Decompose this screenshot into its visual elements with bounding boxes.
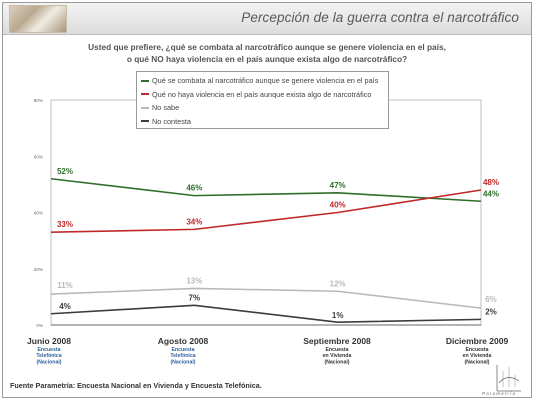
x-sublabel: en Vivienda [463, 353, 492, 359]
parametria-logo-icon [496, 365, 521, 392]
series-lines [50, 177, 482, 323]
source-footnote: Fuente Parametría: Encuesta Nacional en … [10, 381, 262, 390]
legend-swatch-no-sabe [141, 106, 149, 109]
x-axis-labels: Junio 2008EncuestaTelefónica(Nacional)Ag… [27, 336, 508, 365]
series-line-1 [50, 189, 482, 233]
survey-question-line-1: Usted que prefiere, ¿qué se combata al n… [88, 42, 446, 52]
y-tick-label: 20% [34, 267, 43, 272]
data-label: 4% [59, 302, 71, 311]
x-tick-label: Diciembre 2009 [446, 336, 509, 346]
parametria-logo-text: Parametría [482, 391, 517, 396]
y-axis-ticks: 0% 20% 40% 60% 80% [34, 98, 43, 328]
data-label: 2% [485, 307, 497, 316]
data-label: 48% [483, 178, 499, 187]
legend-item-combat: Qué se combata al narcotráfico aunque se… [141, 74, 388, 88]
legend-item-no-contesta: No contesta [141, 115, 388, 129]
legend-label-no-violence: Qué no haya violencia en el país aunque … [152, 89, 372, 99]
legend-item-no-violence: Qué no haya violencia en el país aunque … [141, 88, 388, 102]
legend-swatch-no-violence [141, 93, 149, 96]
line-chart: 0% 20% 40% 60% 80% 52% 46% 47% 44% 33% 34% 40% 48% 1… [27, 98, 508, 365]
legend-label-combat: Qué se combata al narcotráfico aunque se… [152, 76, 379, 86]
x-sublabel: (Nacional) [464, 359, 489, 365]
header-photo-logo [9, 5, 67, 33]
x-sublabel: Telefónica [170, 353, 195, 359]
x-sublabel: (Nacional) [324, 359, 349, 365]
data-label: 47% [330, 181, 346, 190]
data-labels: 52% 46% 47% 44% 33% 34% 40% 48% 11% 13% 12% 6% 4% 7% 1… [57, 167, 499, 320]
data-label: 11% [57, 281, 73, 290]
y-tick-label: 60% [34, 154, 43, 159]
page-title: Percepción de la guerra contra el narcot… [241, 10, 519, 25]
y-tick-label: 40% [34, 211, 43, 216]
y-tick-label: 0% [36, 323, 43, 328]
data-label: 40% [330, 201, 346, 210]
x-tick-label: Septiembre 2008 [303, 336, 371, 346]
x-sublabel: Encuesta [465, 347, 488, 353]
data-label: 12% [330, 279, 346, 288]
x-sublabel: Encuesta [171, 347, 194, 353]
legend-swatch-no-contesta [141, 120, 149, 123]
series-line-3 [50, 304, 482, 323]
data-label: 52% [57, 167, 73, 176]
legend-label-no-contesta: No contesta [152, 116, 191, 126]
series-line-2 [50, 287, 482, 309]
x-sublabel: Telefónica [36, 353, 61, 359]
header-band: Percepción de la guerra contra el narcot… [3, 3, 531, 35]
data-label: 34% [186, 217, 202, 226]
x-sublabel: (Nacional) [170, 359, 195, 365]
chart-legend: Qué se combata al narcotráfico aunque se… [136, 71, 389, 129]
x-tick-label: Junio 2008 [27, 336, 71, 346]
survey-question: Usted que prefiere, ¿qué se combata al n… [3, 41, 531, 65]
x-sublabel: en Vivienda [323, 353, 352, 359]
series-line-0 [50, 177, 482, 203]
data-label: 44% [483, 189, 499, 198]
x-sublabel: Encuesta [37, 347, 60, 353]
data-label: 6% [485, 295, 497, 304]
data-label: 1% [332, 311, 344, 320]
legend-swatch-combat [141, 79, 149, 82]
survey-question-line-2: o qué NO haya violencia en el país aunqu… [126, 54, 408, 64]
data-label: 13% [186, 276, 202, 285]
x-tick-label: Agosto 2008 [158, 336, 209, 346]
x-sublabel: (Nacional) [36, 359, 61, 365]
y-tick-label: 80% [34, 98, 43, 103]
x-sublabel: Encuesta [325, 347, 348, 353]
data-label: 7% [189, 293, 201, 302]
data-label: 33% [57, 220, 73, 229]
legend-label-no-sabe: No sabe [152, 103, 180, 113]
legend-item-no-sabe: No sabe [141, 101, 388, 115]
data-label: 46% [186, 184, 202, 193]
